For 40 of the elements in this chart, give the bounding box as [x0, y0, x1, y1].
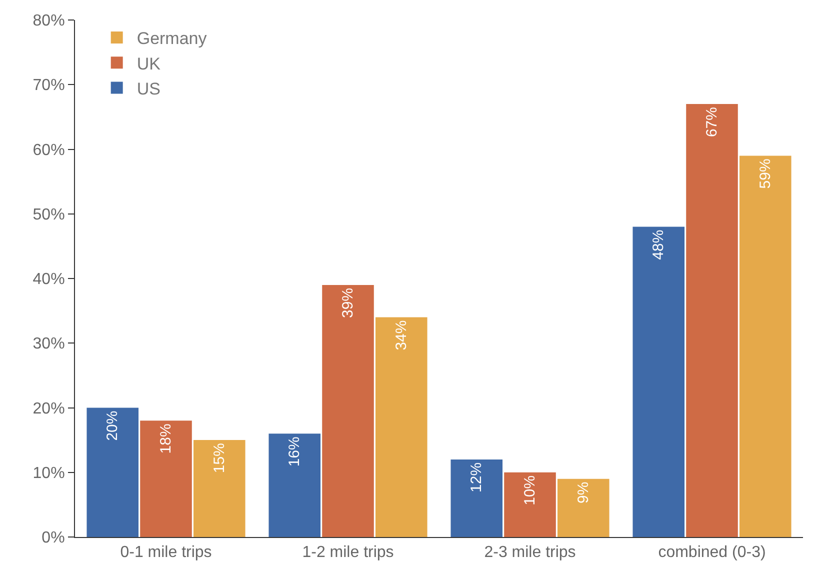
- x-tick-label: 2-3 mile trips: [484, 544, 576, 562]
- bar: [193, 440, 246, 537]
- data-label: 12%: [468, 462, 486, 492]
- legend-label: Germany: [136, 29, 208, 48]
- legend-label: UK: [136, 54, 162, 74]
- data-label: 39%: [340, 288, 356, 318]
- data-label: 67%: [704, 107, 720, 138]
- data-label: 15%: [210, 443, 228, 474]
- y-tick-label: 80%: [32, 12, 65, 30]
- data-label: 34%: [392, 320, 410, 350]
- y-tick-label: 20%: [32, 400, 65, 418]
- data-label: 16%: [286, 436, 304, 467]
- bar: [140, 420, 192, 537]
- data-label: 20%: [104, 410, 122, 441]
- x-tick-label: combined (0-3): [658, 544, 766, 562]
- bar: [268, 434, 321, 537]
- bar: [375, 317, 428, 537]
- x-tick-label: 0-1 mile trips: [120, 544, 212, 562]
- data-label: 48%: [650, 230, 668, 260]
- y-tick-label: 60%: [32, 142, 65, 159]
- data-label: 10%: [522, 475, 538, 506]
- x-tick-label: 1-2 mile trips: [302, 544, 394, 562]
- bar: [557, 478, 610, 537]
- bar: [632, 226, 685, 537]
- bar: [686, 104, 738, 537]
- bar: [322, 284, 374, 537]
- bar: [450, 459, 503, 537]
- legend-label: US: [136, 79, 160, 98]
- y-tick-label: 0%: [42, 530, 65, 547]
- y-tick-label: 50%: [32, 206, 65, 224]
- data-label: 18%: [158, 424, 174, 454]
- bar: [739, 156, 792, 537]
- y-tick-label: 30%: [32, 336, 65, 353]
- data-label: 59%: [756, 158, 774, 189]
- y-tick-label: 40%: [32, 271, 65, 288]
- y-tick-label: 70%: [32, 77, 65, 94]
- y-tick-label: 10%: [32, 464, 65, 482]
- data-label: 9%: [574, 482, 592, 504]
- bar: [504, 472, 556, 537]
- bar: [86, 408, 139, 537]
